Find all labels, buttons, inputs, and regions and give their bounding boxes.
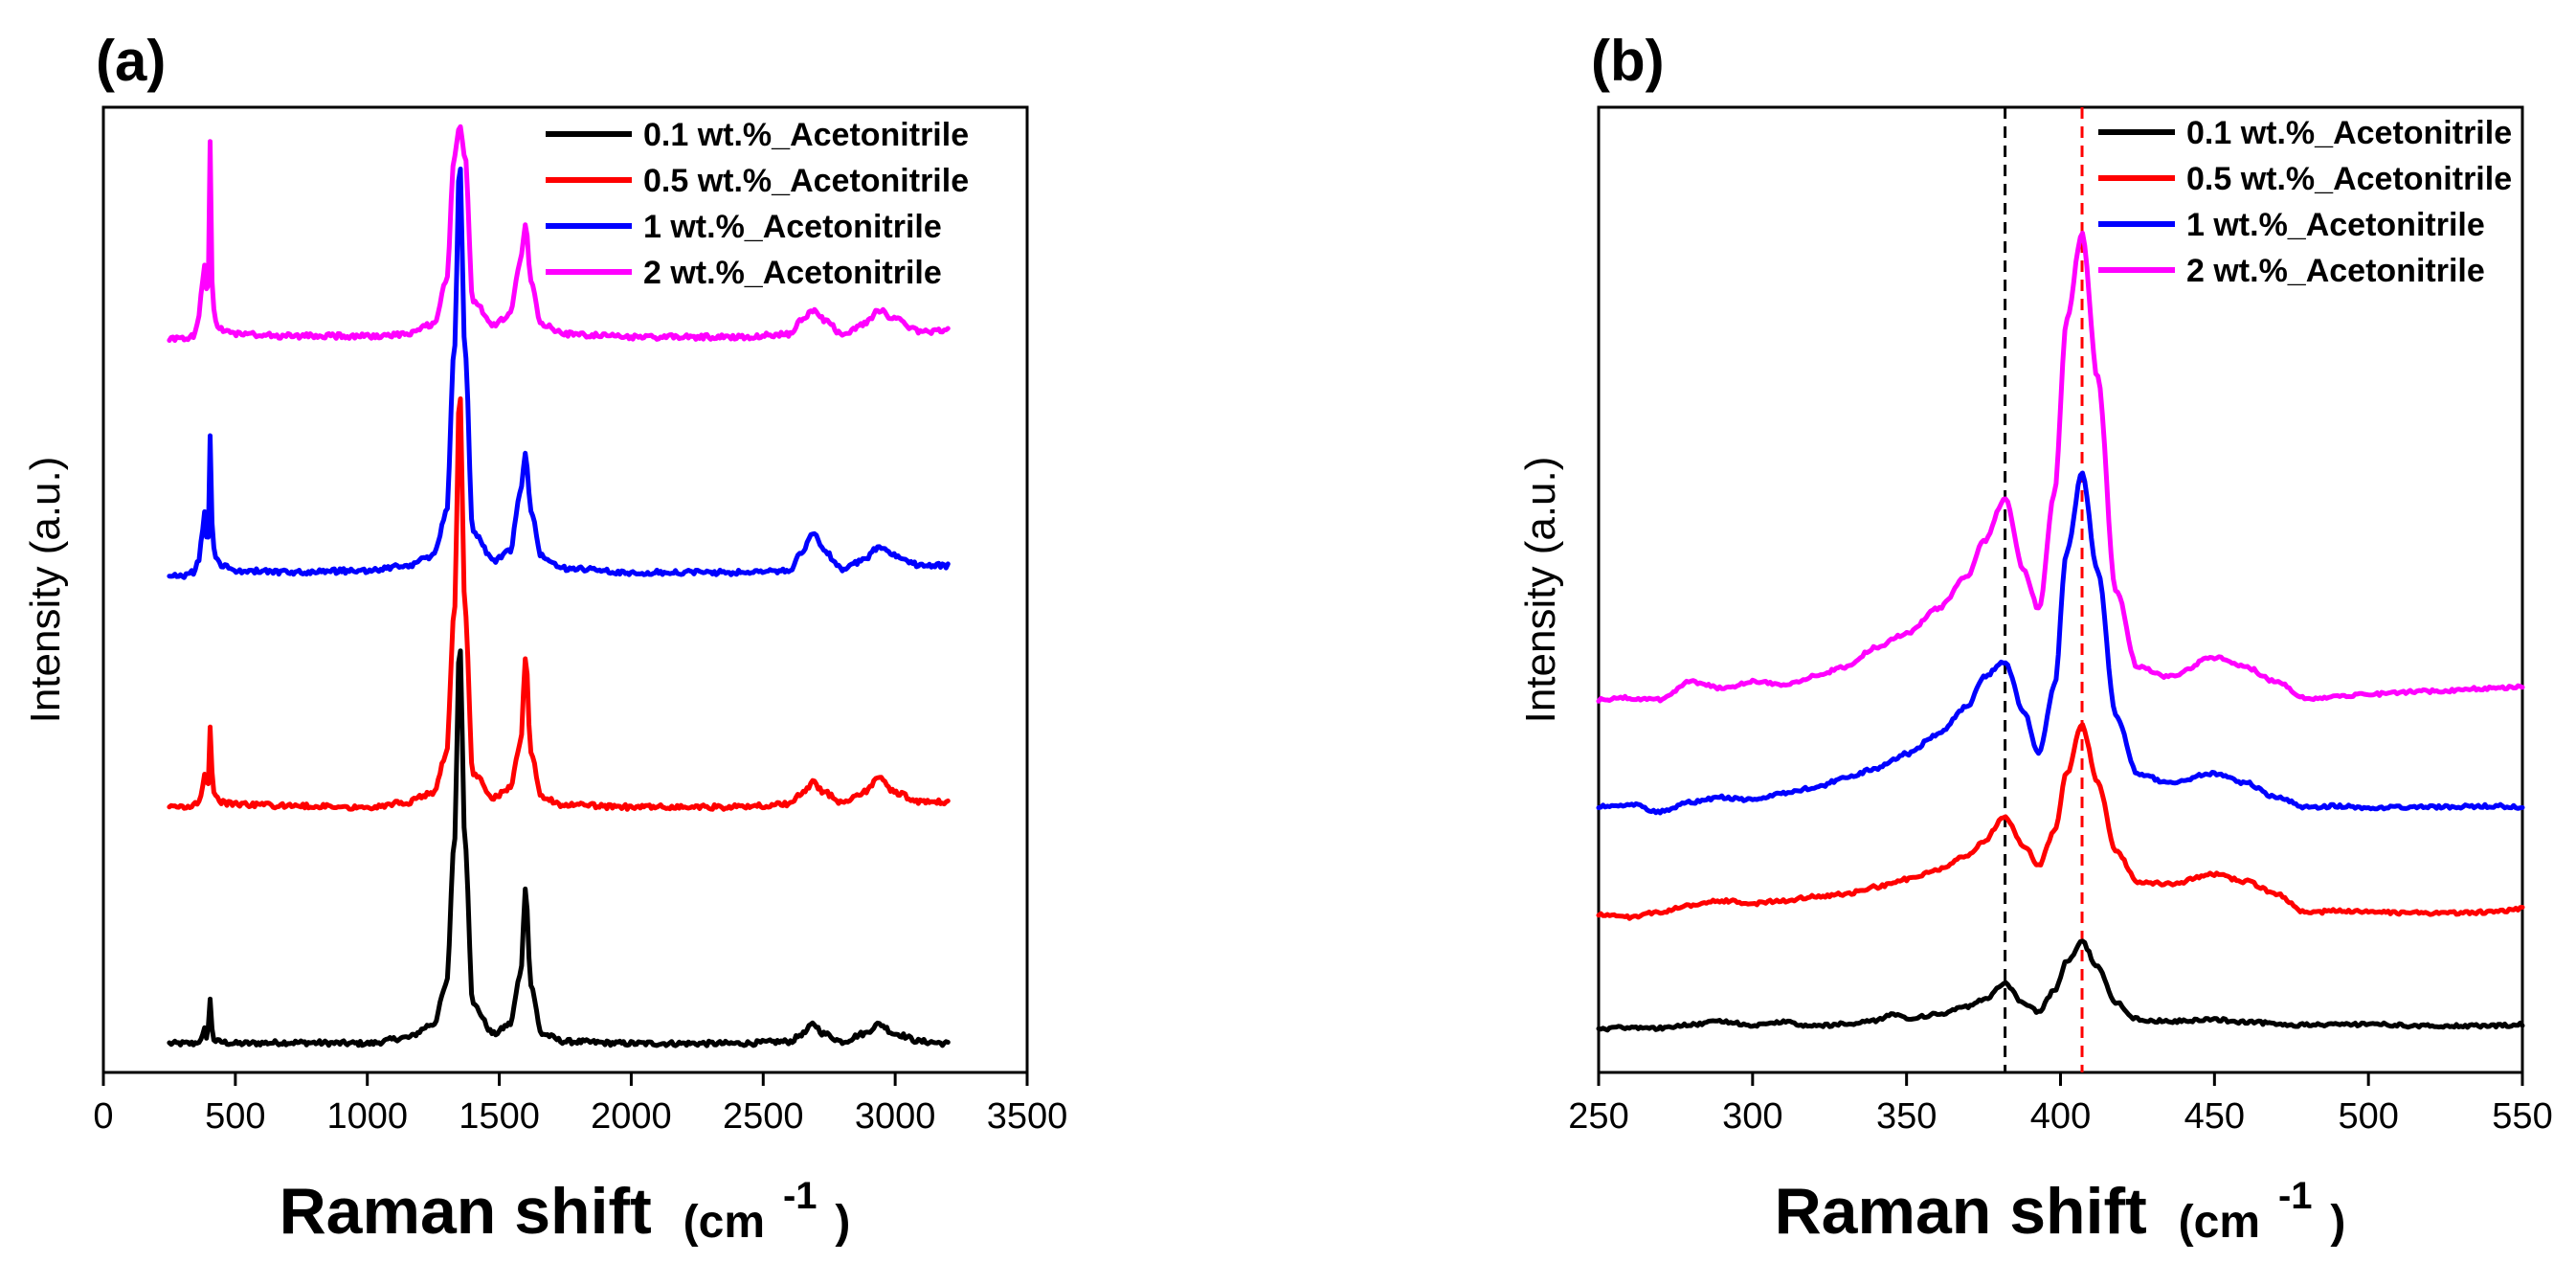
panel-a-y-axis-label: Intensity (a.u.) (22, 457, 69, 724)
panel-b: (b) 250 300 350 400 450 500 550 0.1 wt.%_Aceto… (1517, 29, 2553, 1251)
legend-label-b-2: 1 wt.%_Acetonitrile (2186, 207, 2485, 243)
panel-b-legend: 0.1 wt.%_Acetonitrile 0.5 wt.%_Acetonitr… (2098, 115, 2512, 289)
panel-b-x-axis-label-main: Raman shift (1775, 1175, 2147, 1248)
series-line-a-2 (167, 167, 951, 580)
panel-b-x-axis-label: Raman shift (cm -1 ) (1775, 1150, 2346, 1251)
x-tick-label-a-2: 1000 (326, 1096, 408, 1137)
series-line-b-2 (1596, 470, 2525, 816)
panel-a-x-axis-unit-open: (cm (683, 1197, 765, 1248)
x-tick-label-b-0: 250 (1568, 1096, 1628, 1137)
series-line-a-1 (167, 396, 951, 812)
panel-a-x-ticks: 0 500 1000 1500 2000 2500 3000 3500 (93, 1072, 1067, 1137)
panel-b-x-axis-unit-open: (cm (2179, 1197, 2260, 1248)
x-tick-label-b-5: 500 (2338, 1096, 2398, 1137)
x-tick-label-a-0: 0 (93, 1096, 113, 1137)
legend-label-b-0: 0.1 wt.%_Acetonitrile (2186, 115, 2512, 151)
legend-label-a-1: 0.5 wt.%_Acetonitrile (643, 163, 969, 199)
x-tick-label-a-7: 3500 (987, 1096, 1068, 1137)
panel-a-x-axis-label: Raman shift (cm -1 ) (280, 1150, 851, 1251)
x-tick-label-b-2: 350 (1876, 1096, 1937, 1137)
legend-label-b-3: 2 wt.%_Acetonitrile (2186, 253, 2485, 289)
panel-b-x-ticks: 250 300 350 400 450 500 550 (1568, 1072, 2553, 1137)
series-line-b-0 (1596, 938, 2525, 1033)
panel-a-x-axis-label-main: Raman shift (280, 1175, 652, 1248)
x-tick-label-b-1: 300 (1722, 1096, 1782, 1137)
x-tick-label-a-5: 2500 (723, 1096, 804, 1137)
x-tick-label-b-3: 400 (2030, 1096, 2091, 1137)
legend-label-a-2: 1 wt.%_Acetonitrile (643, 209, 942, 245)
x-tick-label-a-6: 3000 (855, 1096, 936, 1137)
panel-b-label: (b) (1591, 29, 1665, 93)
x-tick-label-a-3: 1500 (459, 1096, 540, 1137)
panel-a-x-axis-unit-close: ) (835, 1197, 850, 1248)
x-tick-label-a-1: 500 (205, 1096, 265, 1137)
panel-b-x-axis-unit-exponent: -1 (2278, 1175, 2313, 1217)
series-line-b-1 (1596, 722, 2525, 921)
series-line-a-3 (167, 124, 951, 343)
panel-a-legend: 0.1 wt.%_Acetonitrile 0.5 wt.%_Acetonitr… (546, 117, 969, 291)
panel-b-x-axis-unit-close: ) (2330, 1197, 2345, 1248)
panel-a-series (167, 124, 951, 1048)
legend-label-a-3: 2 wt.%_Acetonitrile (643, 255, 942, 291)
panel-b-reference-lines (2004, 107, 2084, 1072)
legend-label-b-1: 0.5 wt.%_Acetonitrile (2186, 161, 2512, 197)
panel-a: (a) 0 500 1000 1500 2000 2500 3000 3500 0.1 wt.… (22, 29, 1067, 1251)
panel-a-label: (a) (96, 29, 166, 93)
x-tick-label-b-4: 450 (2184, 1096, 2245, 1137)
panel-a-x-axis-unit-exponent: -1 (783, 1175, 818, 1217)
panel-b-series (1596, 230, 2525, 1033)
panel-a-plot-frame (101, 105, 1029, 1074)
series-line-b-3 (1596, 230, 2525, 704)
legend-label-a-0: 0.1 wt.%_Acetonitrile (643, 117, 969, 153)
x-tick-label-b-6: 550 (2492, 1096, 2552, 1137)
panel-b-y-axis-label: Intensity (a.u.) (1517, 457, 1564, 724)
series-line-a-0 (167, 648, 951, 1048)
x-tick-label-a-4: 2000 (591, 1096, 672, 1137)
